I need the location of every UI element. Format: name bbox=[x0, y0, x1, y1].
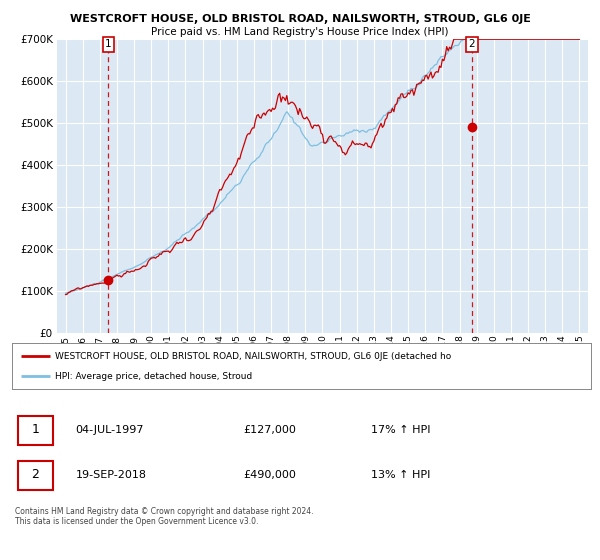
Text: 1: 1 bbox=[105, 39, 112, 49]
Text: 2: 2 bbox=[31, 468, 39, 481]
Text: 17% ↑ HPI: 17% ↑ HPI bbox=[371, 424, 430, 435]
Text: WESTCROFT HOUSE, OLD BRISTOL ROAD, NAILSWORTH, STROUD, GL6 0JE: WESTCROFT HOUSE, OLD BRISTOL ROAD, NAILS… bbox=[70, 14, 530, 24]
Text: 1: 1 bbox=[31, 423, 39, 436]
Text: £127,000: £127,000 bbox=[244, 424, 296, 435]
Text: 2: 2 bbox=[469, 39, 475, 49]
Text: HPI: Average price, detached house, Stroud: HPI: Average price, detached house, Stro… bbox=[55, 372, 253, 381]
Text: WESTCROFT HOUSE, OLD BRISTOL ROAD, NAILSWORTH, STROUD, GL6 0JE (detached ho: WESTCROFT HOUSE, OLD BRISTOL ROAD, NAILS… bbox=[55, 352, 452, 361]
Text: £490,000: £490,000 bbox=[244, 470, 296, 480]
FancyBboxPatch shape bbox=[18, 416, 53, 445]
Text: 04-JUL-1997: 04-JUL-1997 bbox=[76, 424, 144, 435]
Text: Contains HM Land Registry data © Crown copyright and database right 2024.
This d: Contains HM Land Registry data © Crown c… bbox=[15, 507, 314, 526]
Text: Price paid vs. HM Land Registry's House Price Index (HPI): Price paid vs. HM Land Registry's House … bbox=[151, 27, 449, 37]
Text: 13% ↑ HPI: 13% ↑ HPI bbox=[371, 470, 430, 480]
FancyBboxPatch shape bbox=[18, 461, 53, 491]
Text: 19-SEP-2018: 19-SEP-2018 bbox=[76, 470, 146, 480]
